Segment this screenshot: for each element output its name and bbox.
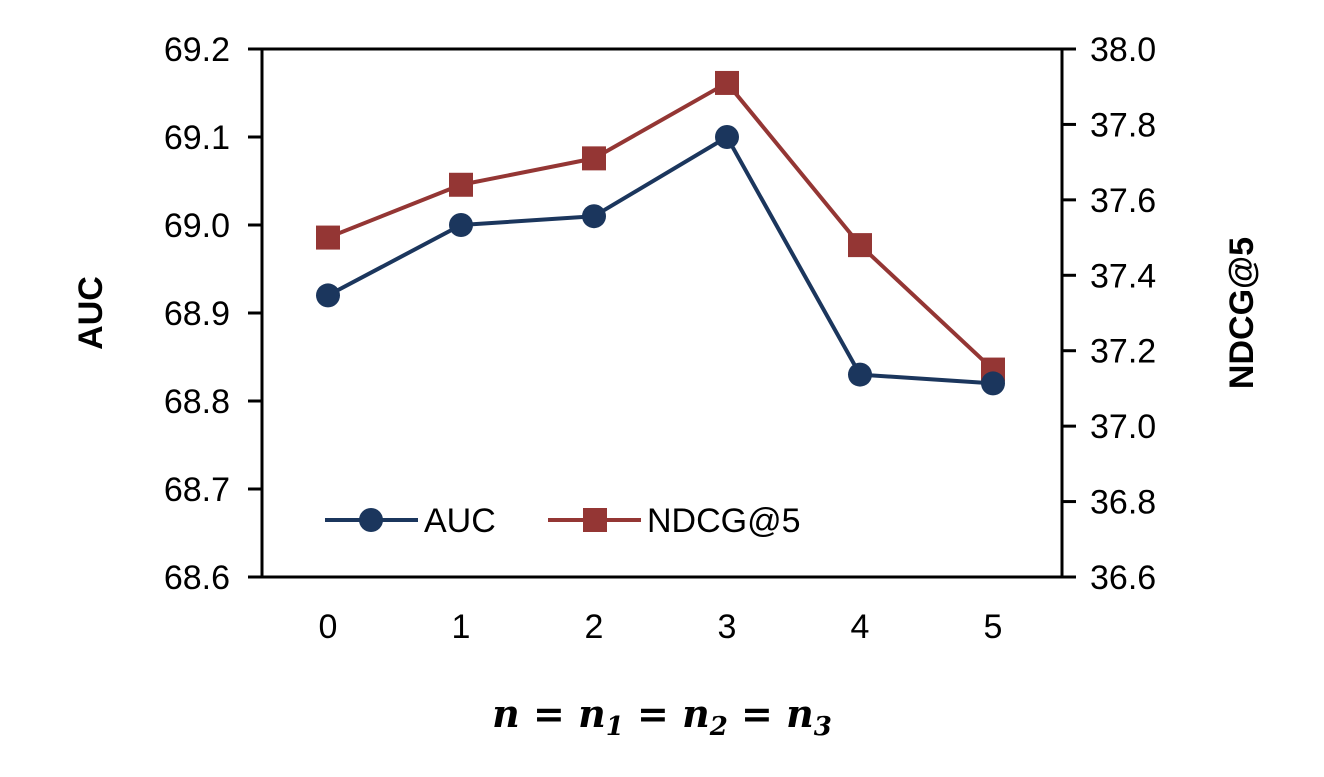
- x-axis-title-sub3: 3: [814, 712, 832, 742]
- x-axis-title-base: n = n: [492, 691, 606, 736]
- x-axis-ticks: 0 1 2 3 4 5: [319, 608, 1003, 646]
- right-tick-label: 37.2: [1090, 333, 1156, 371]
- left-tick-label: 68.9: [164, 295, 230, 333]
- left-tick-label: 68.6: [164, 559, 230, 597]
- left-tick-label: 69.0: [164, 207, 230, 245]
- auc-point: [316, 283, 340, 308]
- series-line-ndcg: [327, 80, 995, 372]
- left-axis-title: AUC: [72, 276, 110, 350]
- left-tick-label: 68.7: [164, 471, 230, 509]
- left-tick-label: 69.1: [164, 119, 230, 157]
- ndcg-point: [848, 233, 872, 258]
- x-tick-label: 1: [452, 608, 471, 646]
- left-axis-ticks: 68.6 68.7 68.8 68.9 69.0 69.1 69.2: [164, 31, 262, 597]
- x-axis-title-sub2: 2: [709, 712, 728, 742]
- right-tick-label: 37.0: [1090, 408, 1156, 446]
- x-tick-label: 0: [319, 608, 338, 646]
- series-layer: [316, 70, 1005, 396]
- right-axis-title: NDCG@5: [1223, 237, 1261, 389]
- auc-point: [848, 362, 872, 387]
- auc-point: [582, 204, 606, 229]
- x-tick-label: 3: [718, 608, 737, 646]
- series-line-auc: [327, 135, 994, 386]
- x-axis-title-mid1: = n: [624, 691, 710, 736]
- legend-auc-marker: [359, 508, 383, 532]
- right-tick-label: 36.6: [1090, 559, 1156, 597]
- right-tick-label: 37.8: [1090, 106, 1156, 144]
- right-tick-label: 36.8: [1090, 484, 1156, 522]
- right-tick-label: 37.6: [1090, 182, 1156, 220]
- x-tick-label: 2: [585, 608, 604, 646]
- legend: AUC NDCG@5: [325, 502, 801, 540]
- ndcg-point: [582, 146, 606, 171]
- left-tick-label: 68.8: [164, 383, 230, 421]
- legend-ndcg-marker: [583, 508, 607, 532]
- legend-ndcg-label: NDCG@5: [647, 502, 801, 540]
- ndcg-point: [449, 172, 473, 197]
- left-tick-label: 69.2: [164, 31, 230, 69]
- right-axis-ticks: 36.6 36.8 37.0 37.2 37.4 37.6 37.8 38.0: [1062, 31, 1156, 597]
- right-tick-label: 38.0: [1090, 31, 1156, 69]
- x-axis-title: n = n1 = n2 = n3: [492, 691, 832, 742]
- right-tick-label: 37.4: [1090, 257, 1156, 295]
- legend-auc-label: AUC: [424, 502, 496, 540]
- ndcg-point: [316, 225, 340, 250]
- auc-point: [715, 125, 739, 149]
- x-axis-title-sub1: 1: [606, 712, 624, 742]
- x-axis-title-mid2: = n: [728, 691, 814, 736]
- x-tick-label: 4: [851, 608, 870, 646]
- auc-point: [449, 213, 473, 237]
- ndcg-point: [715, 70, 739, 95]
- x-tick-label: 5: [984, 608, 1003, 646]
- plot-area: [260, 47, 1064, 579]
- auc-point: [981, 371, 1005, 396]
